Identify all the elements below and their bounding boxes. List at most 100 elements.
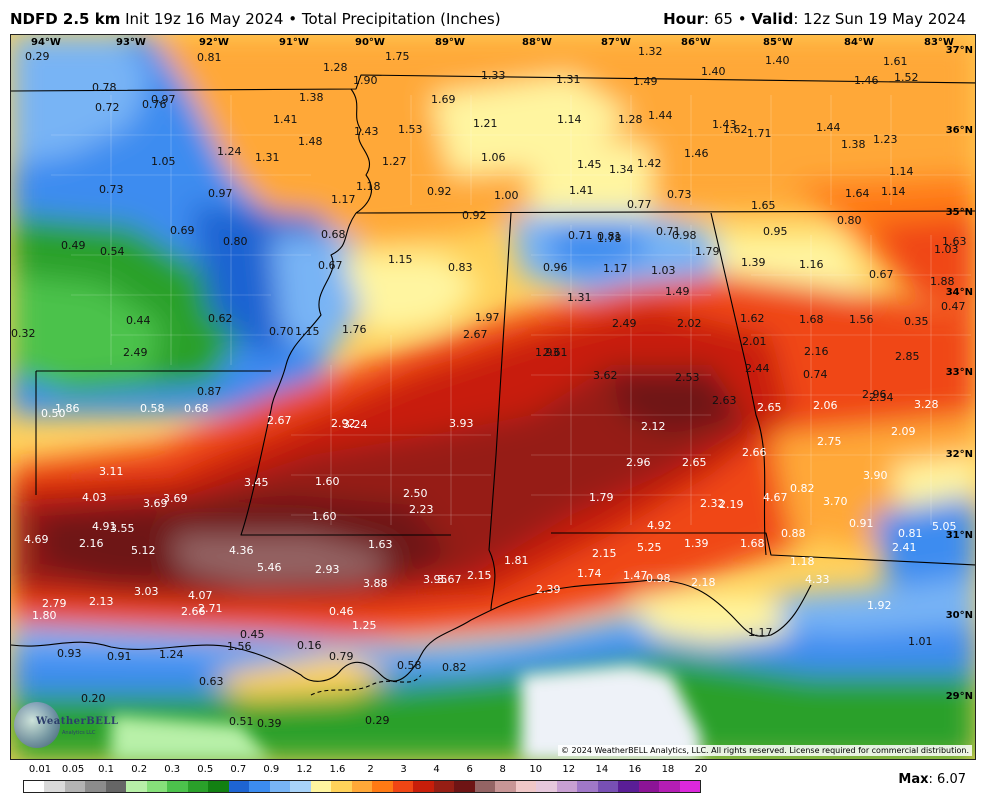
precip-value: 1.28 <box>618 113 643 126</box>
precip-value: 1.45 <box>577 158 602 171</box>
precip-value: 1.47 <box>623 569 648 582</box>
precip-value: 3.03 <box>134 585 159 598</box>
precip-value: 1.03 <box>934 243 959 256</box>
precip-value: 2.96 <box>862 388 887 401</box>
precip-value: 0.88 <box>781 527 806 540</box>
colorbar-label: 6 <box>466 764 473 775</box>
precip-value: 1.38 <box>841 138 866 151</box>
colorbar-swatch <box>433 781 455 792</box>
precip-value: 2.49 <box>123 346 148 359</box>
longitude-label: 86°W <box>681 37 711 48</box>
precip-value: 0.46 <box>329 605 354 618</box>
colorbar-swatch <box>515 781 537 792</box>
latitude-label: 37°N <box>946 45 973 56</box>
precip-value: 5.05 <box>932 520 957 533</box>
precip-value: 0.71 <box>656 225 681 238</box>
precip-value: 1.18 <box>790 555 815 568</box>
colorbar-label: 14 <box>595 764 609 775</box>
precip-value: 2.67 <box>463 328 488 341</box>
precip-value: 1.15 <box>295 325 320 338</box>
precip-value: 0.50 <box>41 407 66 420</box>
colorbar-swatch <box>24 781 45 792</box>
colorbar-swatch <box>146 781 168 792</box>
precip-value: 2.79 <box>42 597 67 610</box>
precip-value: 2.66 <box>181 605 206 618</box>
precip-value: 1.28 <box>323 61 348 74</box>
valid-label: Valid <box>751 10 794 28</box>
precip-value: 2.12 <box>641 420 666 433</box>
precip-value: 1.44 <box>816 121 841 134</box>
coastline <box>11 579 812 696</box>
precip-value-labels: 0.29 0.81 1.28 1.75 1.33 1.31 1.32 1.49 1.40 1.40… <box>11 45 967 730</box>
precip-value: 4.33 <box>805 573 830 586</box>
colorbar-swatch <box>556 781 578 792</box>
precip-fields <box>11 35 975 759</box>
precip-value: 1.49 <box>633 75 658 88</box>
precip-value: 1.79 <box>695 245 720 258</box>
precip-value: 1.43 <box>712 118 737 131</box>
precip-value: 0.29 <box>25 50 50 63</box>
precip-value: 1.40 <box>765 54 790 67</box>
precip-value: 0.58 <box>140 402 165 415</box>
colorbar-label: 0.7 <box>230 764 247 775</box>
precip-value: 0.67 <box>318 259 343 272</box>
colorbar-label: 0.2 <box>131 764 148 775</box>
colorbar-swatch <box>351 781 373 792</box>
precip-value: 1.92 <box>867 599 892 612</box>
coordinate-labels: 94°W 93°W 92°W 91°W 90°W 89°W 88°W 87°W 86°W 85°W… <box>31 37 973 702</box>
precip-value: 1.24 <box>159 648 184 661</box>
precip-value: 0.98 <box>646 572 671 585</box>
colorbar-label: 1.2 <box>296 764 313 775</box>
max-value: Max: 6.07 <box>898 772 966 787</box>
colorbar-label: 0.3 <box>164 764 181 775</box>
colorbar-label: 8 <box>499 764 506 775</box>
precip-value: 1.64 <box>845 187 870 200</box>
precip-value: 2.19 <box>719 498 744 511</box>
valid-info: Hour: 65 • Valid: 12z Sun 19 May 2024 <box>663 10 966 28</box>
precip-value: 4.03 <box>82 491 107 504</box>
longitude-label: 87°W <box>601 37 631 48</box>
precip-value: 0.44 <box>126 314 151 327</box>
precip-value: 2.65 <box>682 456 707 469</box>
logo-subtext: Analytics LLC <box>62 730 96 736</box>
precip-value: 0.49 <box>61 239 86 252</box>
precip-value: 0.73 <box>99 183 124 196</box>
precip-value: 1.40 <box>701 65 726 78</box>
colorbar-swatch <box>85 781 106 792</box>
precip-value: 1.06 <box>481 151 506 164</box>
latitude-label: 35°N <box>946 207 973 218</box>
colorbar-swatch <box>618 781 639 792</box>
precip-value: 1.62 <box>723 123 748 136</box>
colorbar-labels: 0.01 0.05 0.1 0.2 0.3 0.5 0.7 0.9 1.2 1.6 2 3 4 6 8 10 1… <box>23 764 708 780</box>
precip-value: 0.47 <box>941 300 966 313</box>
precip-value: 1.38 <box>299 91 324 104</box>
longitude-label: 94°W <box>31 37 61 48</box>
precip-value: 1.17 <box>603 262 628 275</box>
hour-label: Hour <box>663 10 705 28</box>
precip-value: 2.75 <box>817 435 842 448</box>
precip-value: 2.06 <box>813 399 838 412</box>
precip-value: 2.63 <box>712 394 737 407</box>
precip-value: 4.69 <box>24 533 49 546</box>
colorbar-label: 0.9 <box>263 764 280 775</box>
precip-value: 2.93 <box>315 563 340 576</box>
precip-colorbar: 0.01 0.05 0.1 0.2 0.3 0.5 0.7 0.9 1.2 1.6 2 3 4 6 8 10 1… <box>23 764 708 808</box>
precip-value: 3.24 <box>343 418 368 431</box>
precip-value: 0.68 <box>184 402 209 415</box>
precip-value: 3.45 <box>244 476 269 489</box>
precip-value: 1.75 <box>385 50 410 63</box>
precip-value: 2.85 <box>895 350 920 363</box>
precip-value: 3.28 <box>914 398 939 411</box>
precip-value: 0.74 <box>803 368 828 381</box>
colorbar-swatches <box>23 780 701 793</box>
precip-value: 4.91 <box>92 520 117 533</box>
colorbar-swatch <box>372 781 393 792</box>
precip-value: 2.53 <box>675 371 700 384</box>
precip-value: 1.49 <box>665 285 690 298</box>
precip-value: 1.68 <box>740 537 765 550</box>
hour-value: : 65 <box>704 10 733 28</box>
colorbar-swatch <box>659 781 680 792</box>
precip-value: 1.23 <box>873 133 898 146</box>
precip-value: 1.34 <box>609 163 634 176</box>
logo-disc <box>14 702 60 748</box>
